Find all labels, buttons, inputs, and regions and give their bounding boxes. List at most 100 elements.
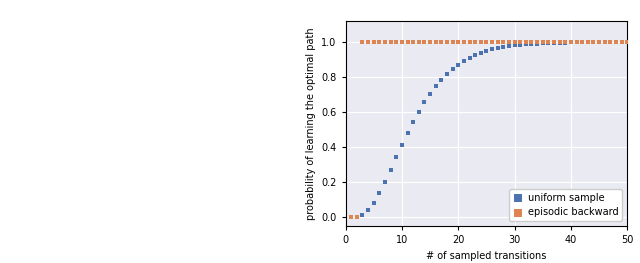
uniform sample: [352, 215, 362, 220]
uniform sample: [397, 143, 407, 147]
uniform sample: [487, 47, 497, 52]
uniform sample: [346, 215, 356, 220]
uniform sample: [504, 44, 514, 48]
uniform sample: [476, 51, 486, 55]
uniform sample: [600, 40, 610, 44]
episodic backward: [380, 40, 390, 44]
uniform sample: [577, 40, 588, 44]
episodic backward: [369, 40, 379, 44]
uniform sample: [532, 42, 542, 46]
uniform sample: [515, 43, 525, 47]
episodic backward: [431, 40, 441, 44]
episodic backward: [352, 214, 362, 219]
uniform sample: [453, 63, 463, 67]
episodic backward: [425, 40, 435, 44]
episodic backward: [572, 40, 582, 44]
episodic backward: [391, 40, 401, 44]
uniform sample: [560, 41, 570, 45]
episodic backward: [588, 40, 598, 44]
uniform sample: [363, 208, 373, 213]
uniform sample: [403, 131, 413, 135]
uniform sample: [493, 46, 503, 50]
episodic backward: [515, 40, 525, 44]
episodic backward: [582, 40, 593, 44]
uniform sample: [436, 78, 447, 82]
episodic backward: [616, 40, 627, 44]
episodic backward: [622, 40, 632, 44]
uniform sample: [385, 168, 396, 172]
X-axis label: # of sampled transitions: # of sampled transitions: [426, 251, 547, 261]
uniform sample: [380, 180, 390, 184]
uniform sample: [582, 40, 593, 44]
uniform sample: [447, 67, 458, 71]
episodic backward: [493, 40, 503, 44]
uniform sample: [431, 84, 441, 88]
episodic backward: [442, 40, 452, 44]
uniform sample: [470, 53, 480, 57]
episodic backward: [436, 40, 447, 44]
uniform sample: [357, 213, 367, 218]
uniform sample: [408, 120, 419, 124]
episodic backward: [577, 40, 588, 44]
uniform sample: [465, 56, 475, 60]
Y-axis label: probability of learning the optimal path: probability of learning the optimal path: [306, 27, 316, 220]
uniform sample: [521, 42, 531, 47]
uniform sample: [549, 41, 559, 45]
uniform sample: [543, 41, 554, 45]
episodic backward: [538, 40, 548, 44]
uniform sample: [622, 40, 632, 44]
uniform sample: [572, 40, 582, 44]
uniform sample: [413, 109, 424, 114]
episodic backward: [605, 40, 616, 44]
uniform sample: [374, 191, 385, 195]
episodic backward: [549, 40, 559, 44]
uniform sample: [526, 42, 536, 46]
episodic backward: [481, 40, 492, 44]
uniform sample: [419, 100, 429, 104]
uniform sample: [605, 40, 616, 44]
uniform sample: [588, 40, 598, 44]
uniform sample: [481, 49, 492, 53]
episodic backward: [554, 40, 564, 44]
episodic backward: [543, 40, 554, 44]
episodic backward: [346, 214, 356, 219]
episodic backward: [476, 40, 486, 44]
episodic backward: [504, 40, 514, 44]
episodic backward: [413, 40, 424, 44]
episodic backward: [566, 40, 576, 44]
episodic backward: [357, 40, 367, 44]
episodic backward: [459, 40, 469, 44]
uniform sample: [594, 40, 604, 44]
episodic backward: [408, 40, 419, 44]
uniform sample: [554, 41, 564, 45]
episodic backward: [397, 40, 407, 44]
episodic backward: [560, 40, 570, 44]
uniform sample: [442, 72, 452, 76]
episodic backward: [498, 40, 508, 44]
uniform sample: [538, 41, 548, 45]
episodic backward: [385, 40, 396, 44]
uniform sample: [369, 201, 379, 205]
episodic backward: [453, 40, 463, 44]
uniform sample: [391, 155, 401, 159]
episodic backward: [509, 40, 520, 44]
episodic backward: [470, 40, 480, 44]
episodic backward: [521, 40, 531, 44]
episodic backward: [594, 40, 604, 44]
episodic backward: [363, 40, 373, 44]
uniform sample: [509, 43, 520, 48]
episodic backward: [374, 40, 385, 44]
uniform sample: [566, 41, 576, 45]
episodic backward: [600, 40, 610, 44]
uniform sample: [611, 40, 621, 44]
episodic backward: [611, 40, 621, 44]
episodic backward: [465, 40, 475, 44]
episodic backward: [403, 40, 413, 44]
Legend: uniform sample, episodic backward: uniform sample, episodic backward: [509, 189, 622, 221]
uniform sample: [616, 40, 627, 44]
episodic backward: [526, 40, 536, 44]
uniform sample: [425, 92, 435, 96]
episodic backward: [532, 40, 542, 44]
uniform sample: [498, 45, 508, 49]
episodic backward: [447, 40, 458, 44]
